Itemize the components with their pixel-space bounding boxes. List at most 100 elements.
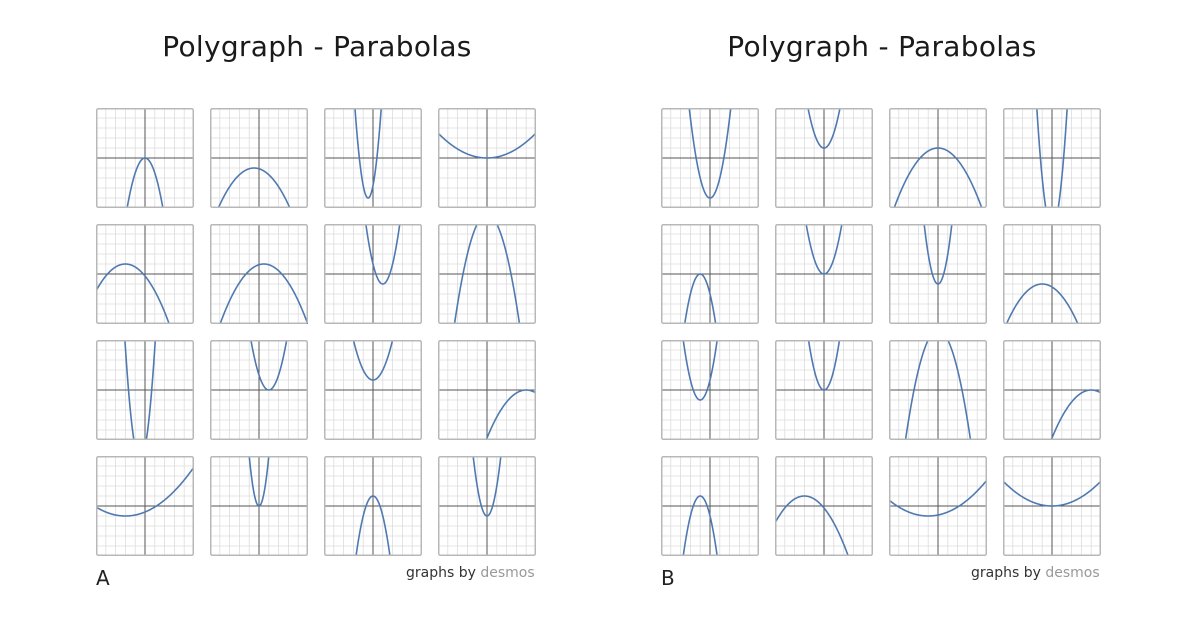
graph-frame [889, 340, 987, 440]
parabola-curve [217, 167, 291, 208]
graph-frame [96, 224, 194, 324]
parabola-graph [324, 224, 422, 324]
graph-svg [775, 340, 873, 440]
graph-frame [438, 108, 536, 208]
graph-svg [1003, 224, 1101, 324]
graph-frame [775, 224, 873, 324]
graph-svg [210, 108, 308, 208]
graph-svg [438, 456, 536, 556]
parabola-curve [682, 340, 718, 401]
graph-frame [96, 456, 194, 556]
parabola-curve [96, 263, 171, 324]
parabola-curve [355, 495, 391, 556]
graph-frame [889, 224, 987, 324]
parabola-graph [438, 224, 536, 324]
parabola-graph [889, 340, 987, 440]
graph-frame [438, 224, 536, 324]
parabola-curve [219, 263, 308, 324]
credit-text: graphs by desmos [406, 565, 535, 581]
graph-svg [96, 456, 194, 556]
graph-frame [1003, 340, 1101, 440]
parabola-graph [661, 340, 759, 440]
parabola-graph [889, 108, 987, 208]
graph-frame [775, 108, 873, 208]
sheet-a: Polygraph - Parabolas A graphs by desmos [96, 30, 536, 590]
parabola-graph [661, 108, 759, 208]
parabola-graph [1003, 340, 1101, 440]
parabola-graph [210, 224, 308, 324]
desmos-brand: desmos [1045, 565, 1100, 581]
parabola-graph [775, 224, 873, 324]
credit-prefix: graphs by [971, 565, 1041, 581]
graph-frame [1003, 224, 1101, 324]
parabola-curve [472, 456, 502, 517]
parabola-graph [1003, 108, 1101, 208]
graph-frame [324, 108, 422, 208]
parabola-graph [775, 340, 873, 440]
graph-svg [210, 456, 308, 556]
graph-svg [438, 224, 536, 324]
graph-svg [775, 224, 873, 324]
graph-frame [1003, 108, 1101, 208]
graph-frame [210, 456, 308, 556]
sheet-label: A [96, 566, 110, 590]
graph-svg [438, 108, 536, 208]
parabola-curve [354, 108, 383, 199]
parabola-graph [96, 340, 194, 440]
parabola-curve [365, 224, 401, 285]
graph-frame [1003, 456, 1101, 556]
graph-frame [889, 456, 987, 556]
graph-frame [661, 108, 759, 208]
graph-svg [889, 340, 987, 440]
graph-frame [96, 108, 194, 208]
graph-frame [324, 340, 422, 440]
parabola-graph [1003, 456, 1101, 556]
graph-svg [889, 224, 987, 324]
sheet-title: Polygraph - Parabolas [727, 30, 1037, 63]
graph-svg [889, 456, 987, 556]
parabola-graph [661, 456, 759, 556]
parabola-curve [807, 108, 841, 149]
parabola-curve [688, 108, 732, 199]
graph-svg [96, 340, 194, 440]
parabola-curve [807, 340, 841, 391]
parabola-graph [438, 456, 536, 556]
graph-svg [661, 340, 759, 440]
graph-frame [210, 108, 308, 208]
parabola-curve [775, 495, 850, 556]
parabola-graph [324, 456, 422, 556]
graph-svg [1003, 340, 1101, 440]
parabola-graph [324, 340, 422, 440]
graph-svg [210, 224, 308, 324]
parabola-curve [683, 273, 717, 324]
parabola-curve [889, 479, 987, 517]
parabola-curve [352, 340, 394, 381]
sheet-b: Polygraph - Parabolas B graphs by desmos [565, 0, 1165, 630]
graph-frame [438, 456, 536, 556]
graph-svg [775, 456, 873, 556]
graph-frame [438, 340, 536, 440]
graph-svg [661, 108, 759, 208]
graph-svg [775, 108, 873, 208]
desmos-brand: desmos [480, 565, 535, 581]
graph-frame [324, 456, 422, 556]
graph-svg [889, 108, 987, 208]
parabola-curve [96, 466, 194, 517]
graph-frame [210, 340, 308, 440]
graph-frame [96, 340, 194, 440]
graph-frame [775, 456, 873, 556]
parabola-curve [250, 340, 288, 391]
graph-frame [661, 340, 759, 440]
parabola-graph [96, 108, 194, 208]
parabola-curve [1003, 480, 1101, 507]
graph-svg [1003, 108, 1101, 208]
parabola-curve [1005, 283, 1079, 324]
graph-frame [661, 224, 759, 324]
parabola-curve [126, 157, 164, 208]
parabola-graph [775, 108, 873, 208]
parabola-curve [923, 224, 953, 285]
credit-text: graphs by desmos [971, 565, 1100, 581]
parabola-graph [889, 456, 987, 556]
parabola-graph [96, 224, 194, 324]
parabola-graph [210, 108, 308, 208]
